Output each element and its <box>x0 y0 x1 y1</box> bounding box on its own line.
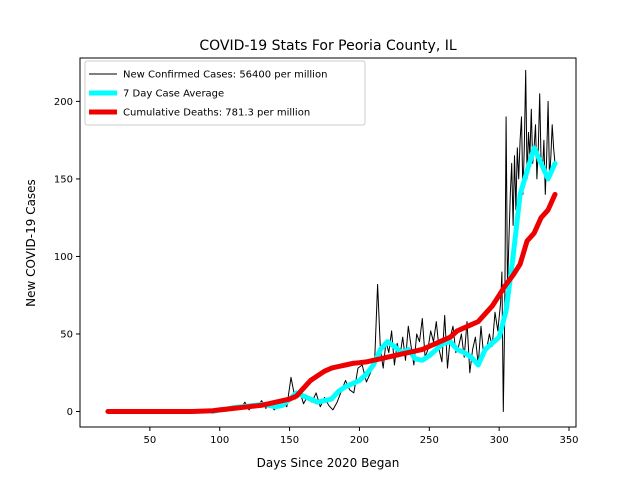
legend-label-1: 7 Day Case Average <box>123 89 224 100</box>
plot-frame <box>79 57 577 428</box>
legend: New Confirmed Cases: 56400 per million 7 … <box>84 60 366 126</box>
x-tick-label: 300 <box>490 435 509 446</box>
y-tick-label: 200 <box>54 97 73 108</box>
legend-label-2: Cumulative Deaths: 781.3 per million <box>123 108 310 119</box>
legend-box <box>84 60 366 126</box>
x-tick-label: 50 <box>143 435 156 446</box>
x-tick-label: 150 <box>280 435 299 446</box>
x-tick-label: 200 <box>350 435 369 446</box>
y-tick-label: 0 <box>67 407 73 418</box>
plot-area: 50 100 150 200 250 300 350 0 50 100 150 200 <box>54 57 579 446</box>
legend-label-0: New Confirmed Cases: 56400 per million <box>123 70 327 81</box>
x-axis-title: Days Since 2020 Began <box>257 456 400 470</box>
y-tick-label: 100 <box>54 252 73 263</box>
chart-title: COVID-19 Stats For Peoria County, IL <box>199 38 457 54</box>
y-axis: 0 50 100 150 200 <box>54 97 80 418</box>
x-tick-label: 100 <box>210 435 229 446</box>
series-layer <box>105 69 558 414</box>
y-tick-label: 50 <box>60 329 73 340</box>
series-line-2 <box>105 191 558 414</box>
x-axis: 50 100 150 200 250 300 350 <box>143 427 579 446</box>
y-tick-label: 150 <box>54 174 73 185</box>
x-tick-label: 350 <box>559 435 578 446</box>
x-tick-label: 250 <box>420 435 439 446</box>
y-axis-title: New COVID-19 Cases <box>24 179 38 307</box>
